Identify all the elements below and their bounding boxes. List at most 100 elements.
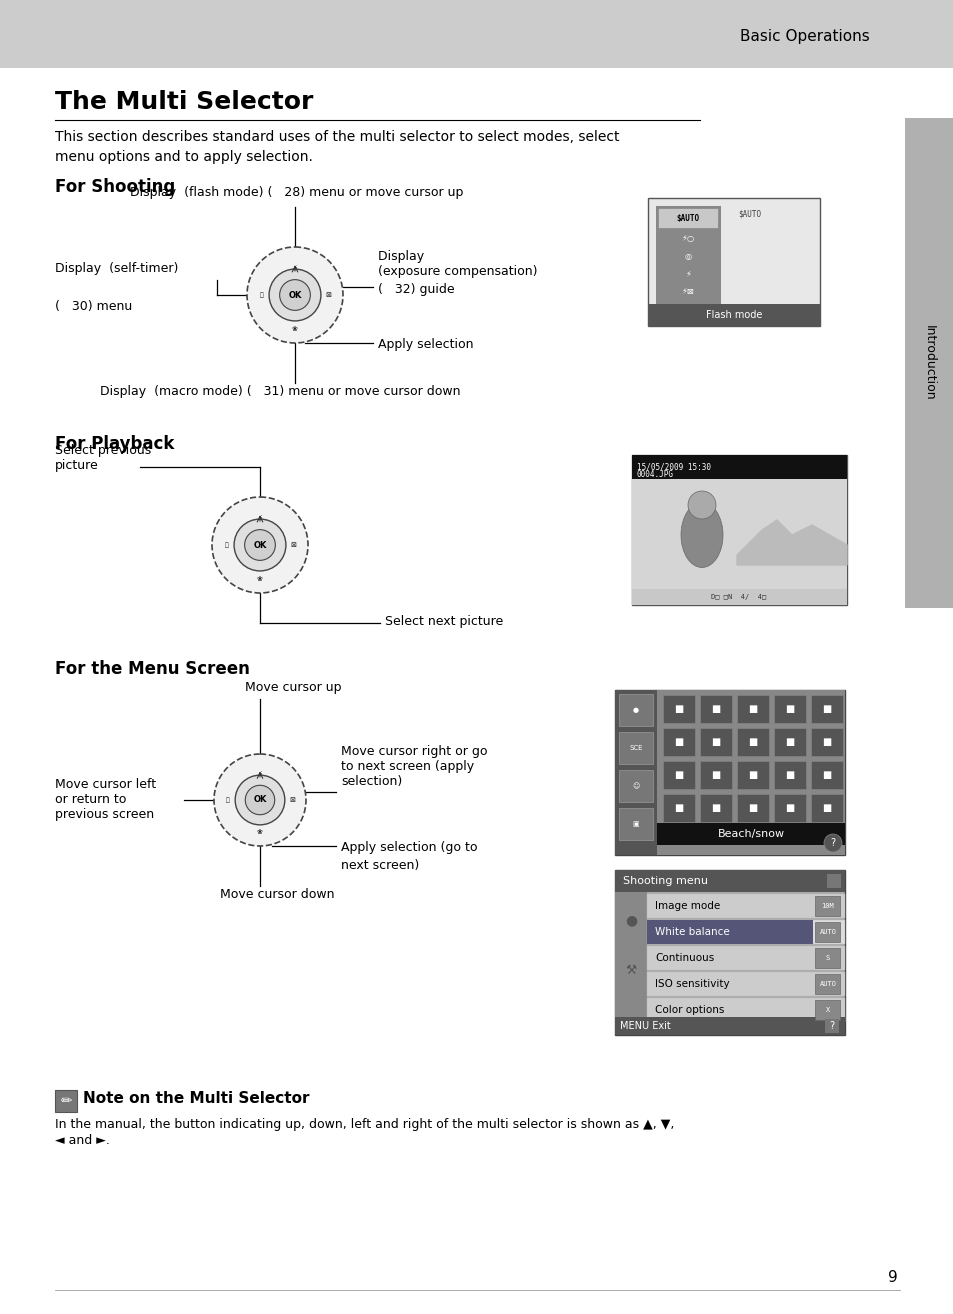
Circle shape [212,497,308,593]
Bar [615,892,646,1035]
Bar [615,690,844,855]
Text: ■: ■ [784,704,794,714]
Text: (exposure compensation): (exposure compensation) [377,265,537,279]
Text: ■: ■ [747,737,757,746]
Text: Flash mode: Flash mode [705,310,761,321]
Text: ⚒: ⚒ [625,963,636,976]
Text: For Playback: For Playback [55,435,174,453]
Bar [773,695,805,723]
Text: ■: ■ [674,737,683,746]
Bar [631,455,846,480]
Text: Continuous: Continuous [655,953,714,963]
Bar [646,894,844,918]
Text: X: X [825,1007,829,1013]
Text: ⚡: ⚡ [684,269,690,279]
Bar [814,974,840,993]
Text: Introduction: Introduction [922,325,935,401]
Bar [737,794,768,823]
Text: Move cursor right or go: Move cursor right or go [340,745,487,758]
Text: ❀: ❀ [256,576,263,582]
Bar [814,896,840,916]
Text: ■: ■ [747,803,757,813]
Text: SCE: SCE [629,745,642,752]
Bar [646,972,844,996]
Text: 9: 9 [887,1271,897,1285]
Text: AUTO: AUTO [819,982,836,987]
Bar [657,823,844,845]
Text: ISO sensitivity: ISO sensitivity [655,979,729,989]
Text: ●: ● [632,707,639,714]
Text: Move cursor left: Move cursor left [55,778,156,791]
Bar [631,455,846,604]
Text: ■: ■ [821,770,831,781]
Text: Select next picture: Select next picture [385,615,503,628]
Bar [700,794,731,823]
Text: $AUTO: $AUTO [738,209,760,218]
Text: ⌛: ⌛ [224,543,228,548]
Text: ■: ■ [711,770,720,781]
Bar [618,770,652,802]
Circle shape [823,834,841,851]
Text: (   32) guide: ( 32) guide [377,283,455,296]
Bar [657,690,844,855]
Text: ⊠: ⊠ [325,292,332,298]
Bar [700,761,731,788]
Text: OK: OK [288,290,301,300]
Text: Display  (flash mode) (   28) menu or move cursor up: Display (flash mode) ( 28) menu or move … [130,187,463,198]
Text: ⌛: ⌛ [259,292,263,298]
Bar [810,761,842,788]
Bar [647,198,820,326]
Bar [646,999,844,1022]
Bar [810,728,842,756]
Text: menu options and to apply selection.: menu options and to apply selection. [55,150,313,164]
Text: 0004.JPG: 0004.JPG [637,470,673,480]
Text: S: S [825,955,829,961]
Circle shape [234,775,285,825]
Text: ?: ? [828,1021,834,1031]
Text: ✏: ✏ [60,1095,71,1108]
Bar [618,732,652,763]
Bar [773,761,805,788]
Circle shape [687,491,716,519]
Text: Move cursor down: Move cursor down [220,888,335,901]
Text: ?: ? [829,838,835,848]
Text: Image mode: Image mode [655,901,720,911]
Text: Display  (macro mode) (   31) menu or move cursor down: Display (macro mode) ( 31) menu or move … [100,385,460,398]
Text: OK: OK [253,540,267,549]
Text: Color options: Color options [655,1005,723,1014]
Bar [810,695,842,723]
Bar [810,794,842,823]
Bar [814,1000,840,1020]
Bar [662,728,695,756]
Text: ▣: ▣ [632,821,639,827]
Bar [662,695,695,723]
Bar [700,728,731,756]
Bar [656,206,720,310]
Ellipse shape [680,502,722,568]
Text: (   30) menu: ( 30) menu [55,300,132,313]
Text: ■: ■ [747,770,757,781]
Text: AUTO: AUTO [819,929,836,936]
Text: selection): selection) [340,775,402,788]
Text: This section describes standard uses of the multi selector to select modes, sele: This section describes standard uses of … [55,130,618,145]
Text: OK: OK [253,795,267,804]
Text: Beach/snow: Beach/snow [717,829,783,840]
Text: ⌛: ⌛ [226,798,230,803]
Text: 15/05/2009 15:30: 15/05/2009 15:30 [637,463,710,470]
Text: Basic Operations: Basic Operations [740,29,869,45]
Bar [824,1018,838,1033]
Bar [737,728,768,756]
Text: to next screen (apply: to next screen (apply [340,759,474,773]
Bar [646,920,844,943]
Text: ■: ■ [747,704,757,714]
Bar [0,0,953,68]
Text: ■: ■ [784,737,794,746]
Text: ◎: ◎ [683,251,691,260]
Text: ⚡: ⚡ [293,264,297,271]
Text: ⊠: ⊠ [289,798,294,803]
Bar [700,695,731,723]
Text: ⚡: ⚡ [257,515,262,520]
Text: ⚡: ⚡ [257,771,262,777]
Bar [826,874,841,888]
Bar [646,946,844,970]
